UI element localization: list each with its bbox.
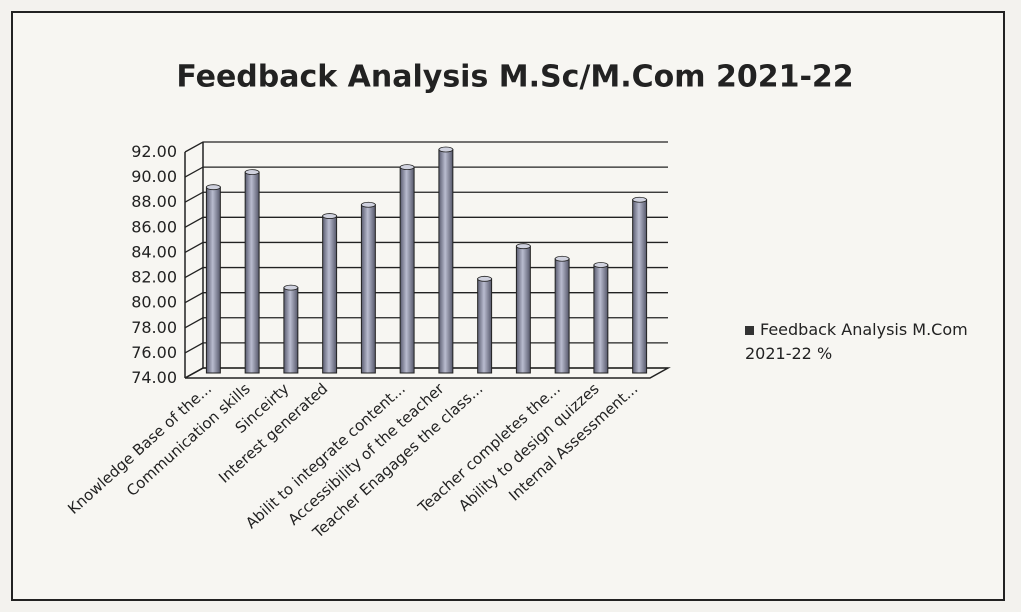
bar [593,264,609,374]
bar-top [516,243,531,250]
bar-top [283,284,299,291]
y-tick-label: 84.00 [131,242,177,261]
bar [438,149,454,374]
bar [322,215,338,374]
grid-line [184,342,668,354]
bar-top [399,164,415,170]
bar-top [593,262,609,268]
bar-top [477,275,492,282]
bar-top [632,196,648,203]
grid-line [184,141,668,153]
bar [205,186,221,374]
grid-line [184,266,668,279]
bar-top [438,146,454,153]
y-tick-label: 90.00 [131,167,177,186]
y-tick-label: 74.00 [131,368,177,387]
bar [244,171,260,374]
bar [515,245,531,374]
legend-label: Feedback Analysis M.Com 2021-22 % [745,320,968,363]
grid-line [184,292,668,304]
legend-swatch [745,326,754,335]
bar-top [244,169,260,176]
bar-top [554,255,570,262]
bar [283,287,299,374]
bar [399,166,415,374]
y-tick-label: 82.00 [131,268,177,287]
grid-line [184,241,668,254]
y-tick-label: 88.00 [131,192,177,211]
bar-top [360,201,376,208]
grid-line [184,191,668,203]
y-tick-label: 78.00 [131,318,177,337]
bar [554,258,570,374]
grid-line [184,216,668,228]
y-tick-label: 86.00 [131,217,177,236]
y-tick-label: 92.00 [131,142,177,161]
bar [477,278,493,374]
grid-line [184,166,668,178]
bar-top [205,184,221,191]
grid-line [184,367,668,379]
legend: Feedback Analysis M.Com 2021-22 % [745,318,1005,366]
bar [632,199,648,374]
bar-top [322,213,337,219]
chart-border [11,11,1005,601]
y-tick-label: 76.00 [131,343,177,362]
y-tick-label: 80.00 [131,293,177,312]
grid-line [184,317,668,329]
chart-title: Feedback Analysis M.Sc/M.Com 2021-22 [176,60,853,95]
bar [360,204,376,374]
